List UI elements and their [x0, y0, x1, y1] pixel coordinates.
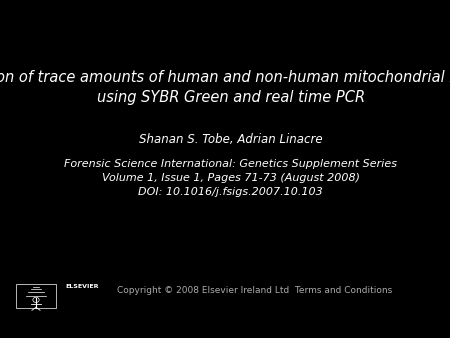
Text: Forensic Science International: Genetics Supplement Series
Volume 1, Issue 1, Pa: Forensic Science International: Genetics…	[64, 160, 397, 197]
Text: Shanan S. Tobe, Adrian Linacre: Shanan S. Tobe, Adrian Linacre	[139, 133, 323, 146]
Bar	[16, 284, 56, 308]
Text: Quantification of trace amounts of human and non-human mitochondrial DNA (mtDNA): Quantification of trace amounts of human…	[0, 69, 450, 105]
Text: ELSEVIER: ELSEVIER	[66, 284, 99, 289]
Text: Copyright © 2008 Elsevier Ireland Ltd  Terms and Conditions: Copyright © 2008 Elsevier Ireland Ltd Te…	[117, 286, 393, 295]
